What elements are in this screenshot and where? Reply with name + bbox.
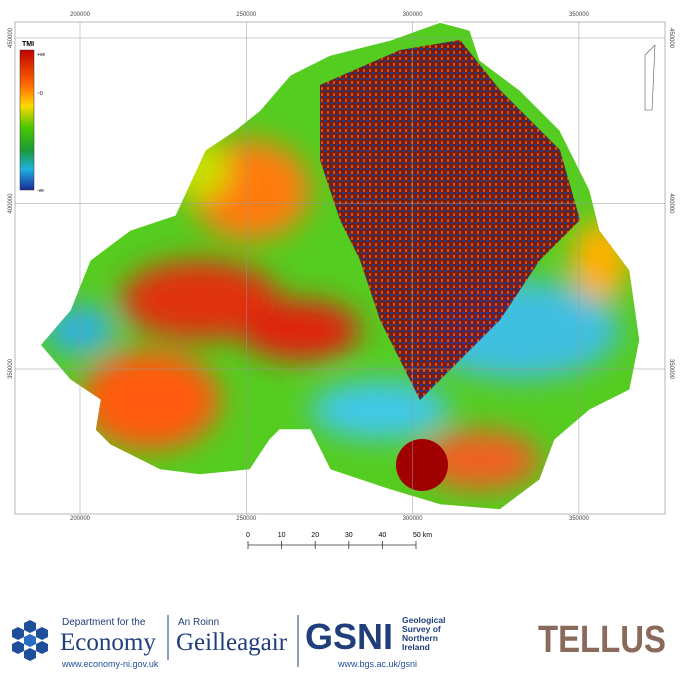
dept-name: Economy — [60, 629, 156, 656]
scale-label: 0 — [246, 532, 250, 539]
grid-label: 350000 — [569, 516, 590, 522]
gsni-full-line: Ireland — [402, 642, 430, 652]
gsni-full-line: Survey of — [402, 624, 441, 634]
grid-label: 350000 — [668, 359, 674, 380]
legend-label: +ve — [37, 52, 45, 58]
grid-label: 400000 — [8, 193, 14, 214]
legend-label: ~0 — [37, 91, 43, 97]
legend-label: -ve — [37, 188, 44, 194]
grid-label: 350000 — [8, 358, 14, 379]
dept-line: Department for the — [62, 617, 146, 628]
scale-label: 10 — [278, 532, 286, 539]
grid-label: 250000 — [236, 516, 257, 522]
irish-name: Geilleagair — [176, 629, 288, 656]
scale-label: 20 — [311, 532, 319, 539]
grid-label: 300000 — [403, 516, 424, 522]
scale-bar: 0 10 20 30 40 50 km — [246, 532, 432, 549]
north-arrow — [644, 44, 656, 111]
scale-label: 40 — [379, 532, 387, 539]
grid-label: 200000 — [70, 516, 91, 522]
legend-ramp — [19, 49, 35, 191]
grid-label: 450000 — [668, 28, 674, 49]
grid-label: 350000 — [569, 12, 590, 18]
coastline — [39, 21, 641, 511]
gsni-full: Geological Survey of Northern Ireland — [402, 615, 445, 652]
grid: 200000 200000 250000 250000 300000 300000 3500… — [8, 12, 674, 522]
grid-label: 300000 — [403, 12, 424, 18]
legend-title: TMI — [22, 41, 34, 48]
grid-label: 450000 — [8, 27, 14, 48]
economy-logo: Department for the Economy www.economy-n… — [12, 615, 299, 669]
gsni-name: GSNI — [305, 616, 393, 657]
grid-label: 250000 — [236, 12, 257, 18]
grid-label: 400000 — [668, 193, 674, 214]
tellus-logo: TELLUS — [538, 619, 666, 661]
gsni-logo: GSNI Geological Survey of Northern Ireland … — [305, 615, 445, 669]
scale-label: 50 km — [413, 532, 432, 539]
irish-line: An Roinn — [178, 617, 219, 628]
grid-label: 200000 — [70, 12, 91, 18]
dept-url: www.economy-ni.gov.uk — [61, 659, 159, 669]
scale-label: 30 — [345, 532, 353, 539]
gsni-full-line: Geological — [402, 615, 445, 625]
gsni-url: www.bgs.ac.uk/gsni — [337, 659, 417, 669]
gsni-full-line: Northern — [402, 633, 438, 643]
